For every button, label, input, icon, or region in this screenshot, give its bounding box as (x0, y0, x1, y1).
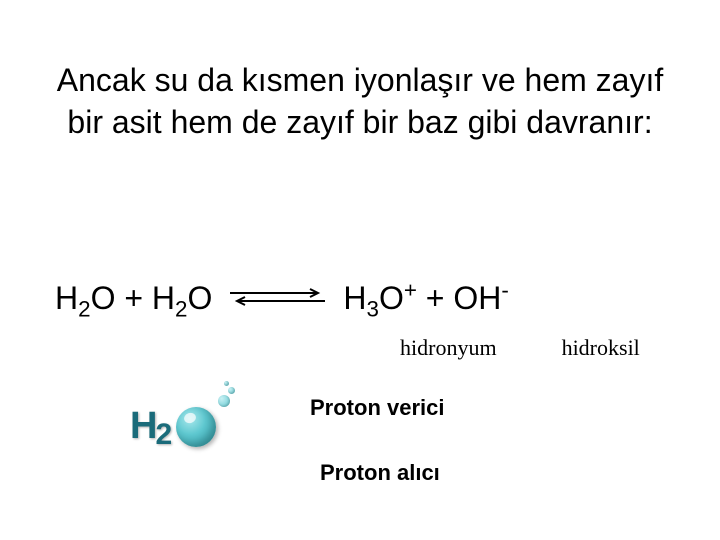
equilibrium-arrow-icon (230, 288, 325, 306)
label-hidroksil: hidroksil (562, 335, 640, 361)
h2o-icon: H 2 (130, 405, 216, 448)
slide-title: Ancak su da kısmen iyonlaşır ve hem zayı… (40, 60, 680, 143)
ion-labels: hidronyum hidroksil (400, 335, 640, 361)
product-1: H3O+ (343, 280, 417, 316)
h2o-digit-2: 2 (155, 418, 172, 452)
products: H3O+ + OH- (343, 280, 508, 317)
role-proton-verici: Proton verici (310, 395, 444, 421)
reactant-1: H2O (55, 280, 115, 316)
role-proton-alici: Proton alıcı (320, 460, 440, 486)
reactant-2: H2O (152, 280, 212, 316)
water-droplet-icon (176, 407, 216, 447)
label-hidronyum: hidronyum (400, 335, 497, 361)
plus-1: + (115, 280, 151, 316)
h2o-letter-h: H (130, 405, 157, 448)
equation: H2O + H2O H3O+ + OH- (55, 280, 665, 317)
plus-2: + (417, 280, 453, 316)
reactants: H2O + H2O (55, 280, 212, 317)
product-2: OH- (453, 280, 508, 316)
